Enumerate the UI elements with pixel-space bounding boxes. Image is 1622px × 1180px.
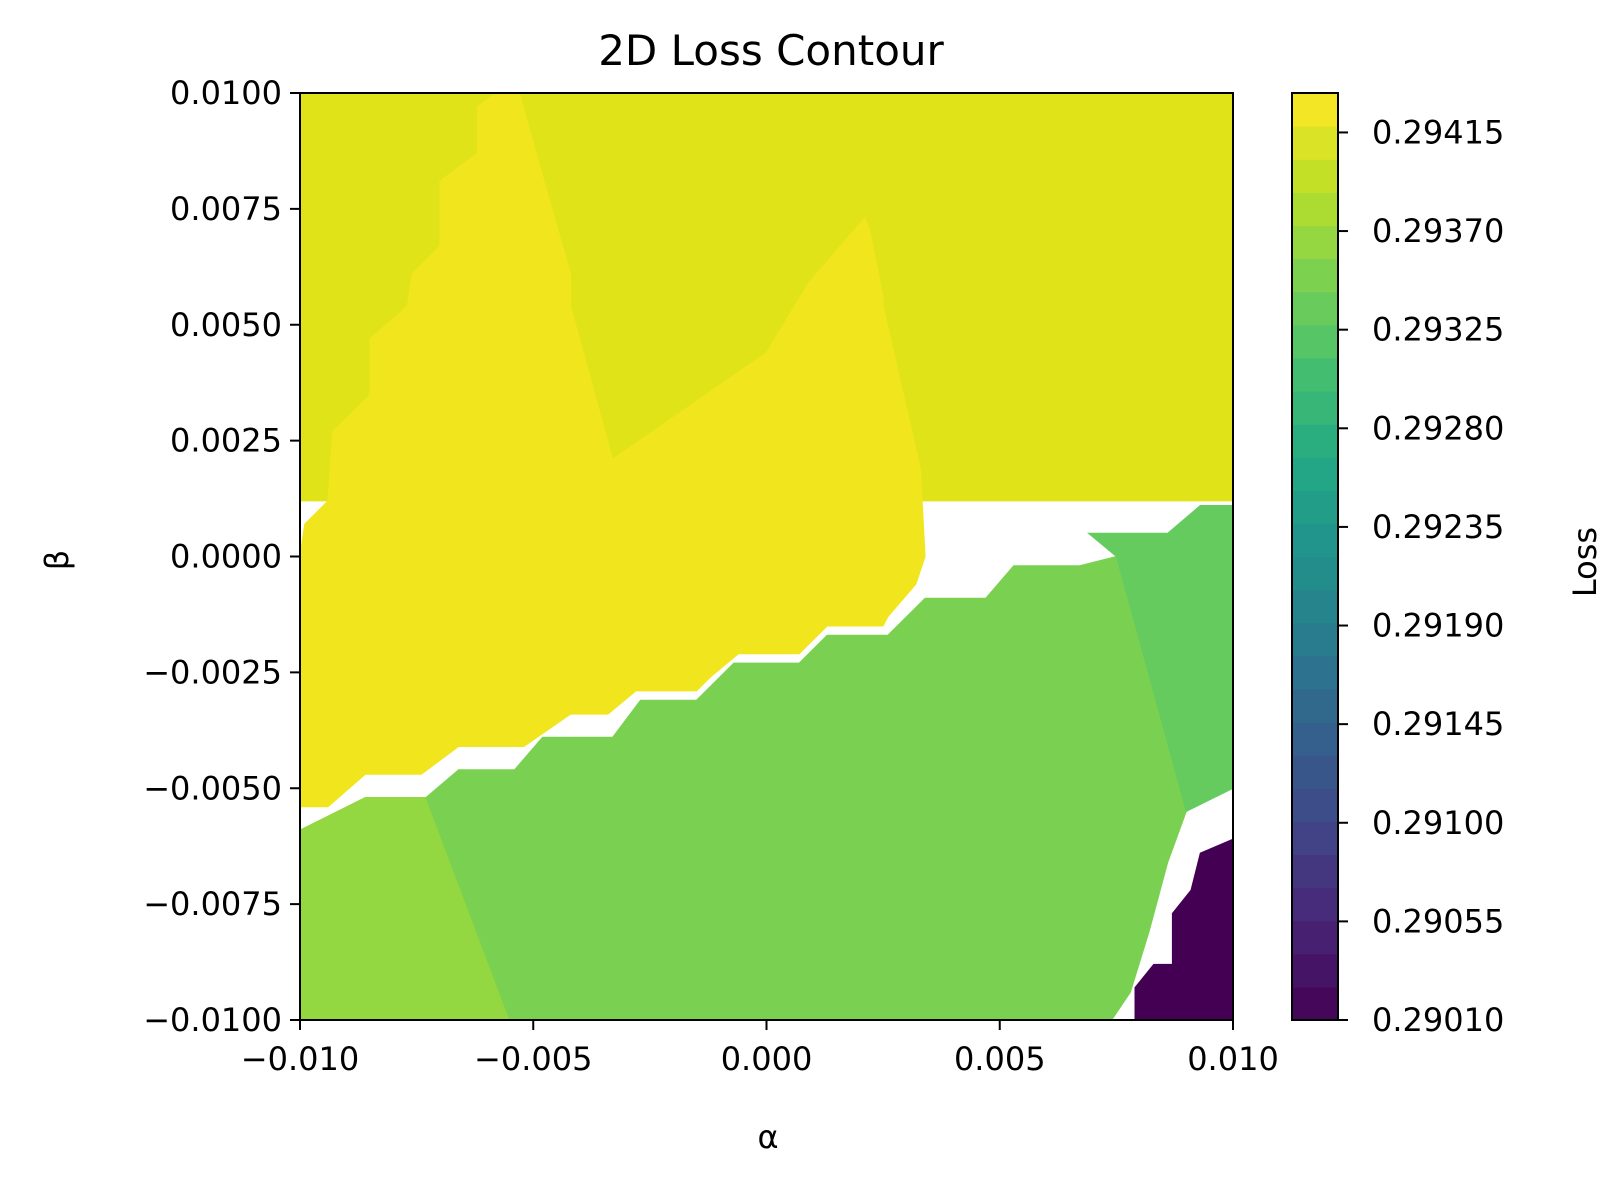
y-tick-label: 0.0100 [170, 74, 282, 112]
colorbar-band [1292, 159, 1338, 193]
colorbar: 0.29010 0.29055 0.29100 0.29145 0.29190 0.292… [1291, 92, 1504, 1039]
colorbar-band [1292, 523, 1338, 558]
colorbar-tick-label: 0.29280 [1372, 409, 1504, 447]
colorbar-band [1292, 390, 1338, 425]
colorbar-band [1292, 788, 1338, 822]
colorbar-tick-label: 0.29010 [1372, 1001, 1504, 1039]
colorbar-label: Loss [1566, 527, 1604, 597]
y-axis-label: β [38, 550, 76, 570]
x-axis-label: α [757, 1118, 778, 1156]
colorbar-band [1292, 291, 1338, 326]
colorbar-band [1292, 688, 1338, 723]
colorbar-band [1292, 887, 1338, 922]
colorbar-band [1292, 655, 1338, 690]
colorbar-band [1292, 556, 1338, 591]
x-tick-label: −0.005 [474, 1040, 592, 1078]
colorbar-band [1292, 953, 1338, 988]
colorbar-band [1292, 192, 1338, 227]
colorbar-tick-label: 0.29370 [1372, 212, 1504, 250]
colorbar-band [1292, 755, 1338, 789]
y-tick-label: −0.0100 [143, 1001, 282, 1039]
x-tick-label: 0.010 [1187, 1040, 1279, 1078]
x-tick-label: −0.010 [241, 1040, 359, 1078]
y-tick-label: −0.0025 [143, 653, 282, 691]
colorbar-band [1292, 424, 1338, 458]
colorbar-tick-label: 0.29190 [1372, 607, 1504, 645]
contour-plot-area [300, 93, 1233, 1020]
y-tick-label: 0.0050 [170, 306, 282, 344]
contour-region-5 [1134, 838, 1233, 1020]
colorbar-frame [1291, 92, 1339, 1021]
y-tick-label: 0.0000 [170, 538, 282, 576]
y-tick-label: −0.0050 [143, 769, 282, 807]
colorbar-band [1292, 986, 1338, 1021]
chart-title: 2D Loss Contour [598, 26, 944, 75]
colorbar-band [1292, 357, 1338, 392]
y-tick-label: 0.0025 [170, 422, 282, 460]
colorbar-tick-label: 0.29235 [1372, 508, 1504, 546]
colorbar-band [1292, 225, 1338, 260]
contour-region-4 [1087, 505, 1233, 813]
colorbar-band [1292, 920, 1338, 955]
colorbar-band [1292, 821, 1338, 856]
colorbar-band [1292, 854, 1338, 889]
colorbar-band [1292, 722, 1338, 756]
x-tick-label: 0.005 [954, 1040, 1046, 1078]
colorbar-band [1292, 258, 1338, 293]
x-tick-label: 0.000 [721, 1040, 813, 1078]
colorbar-tick-label: 0.29055 [1372, 902, 1504, 940]
colorbar-tick-label: 0.29145 [1372, 705, 1504, 743]
colorbar-band [1292, 324, 1338, 359]
colorbar-band [1292, 457, 1338, 491]
contour-region-3 [425, 555, 1187, 1020]
y-tick-label: −0.0075 [143, 885, 282, 923]
axes: −0.010 −0.005 0.000 0.005 0.010 −0.0100 −0.007… [143, 74, 1279, 1078]
colorbar-band [1292, 126, 1338, 160]
colorbar-tick-label: 0.29415 [1372, 113, 1504, 151]
colorbar-band [1292, 622, 1338, 657]
colorbar-band [1292, 589, 1338, 624]
colorbar-tick-label: 0.29100 [1372, 804, 1504, 842]
y-tick-label: 0.0075 [170, 190, 282, 228]
contour-region-1 [300, 93, 926, 808]
colorbar-band [1292, 490, 1338, 524]
colorbar-tick-label: 0.29325 [1372, 311, 1504, 349]
colorbar-band [1292, 93, 1338, 127]
